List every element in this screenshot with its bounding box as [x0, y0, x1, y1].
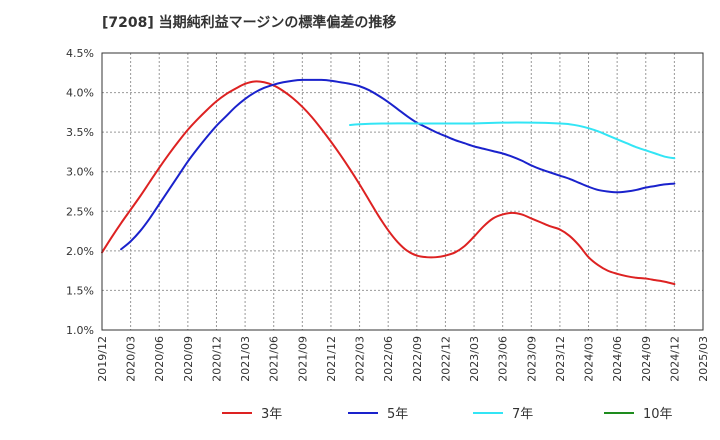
x-tick-label: 2020/06 — [153, 336, 166, 382]
x-tick-label: 2024/12 — [668, 336, 681, 382]
chart-title: [7208] 当期純利益マージンの標準偏差の推移 — [102, 15, 397, 31]
x-tick-label: 2022/06 — [382, 336, 395, 382]
x-tick-label: 2020/12 — [210, 336, 223, 382]
x-tick-label: 2023/12 — [554, 336, 567, 382]
x-tick-label: 2025/03 — [697, 336, 710, 382]
x-tick-label: 2020/03 — [125, 336, 138, 382]
x-tick-label: 2021/12 — [325, 336, 338, 382]
plot-frame — [101, 52, 704, 331]
x-tick-label: 2021/03 — [239, 336, 252, 382]
y-tick-label: 2.5% — [66, 205, 94, 218]
y-tick-label: 1.5% — [66, 284, 94, 297]
x-tick-label: 2021/06 — [268, 336, 281, 382]
legend-label-1: 5年 — [387, 407, 408, 422]
x-tick-label: 2020/09 — [182, 336, 195, 382]
x-tick-label: 2019/12 — [96, 336, 109, 382]
x-tick-label: 2022/09 — [411, 336, 424, 382]
series-line-1 — [120, 78, 676, 251]
y-tick-label: 4.0% — [66, 87, 94, 100]
x-tick-label: 2022/12 — [439, 336, 452, 382]
x-tick-label: 2023/03 — [468, 336, 481, 382]
legend: 3年 5年 7年 10年 — [222, 407, 673, 422]
legend-label-3: 10年 — [643, 407, 673, 422]
y-tick-label: 1.0% — [66, 324, 94, 337]
x-tick-label: 2024/09 — [640, 336, 653, 382]
y-axis-ticks: 1.0% 1.5% 2.0% 2.5% 3.0% 3.5% 4.0% 4.5% — [66, 47, 94, 337]
x-tick-label: 2024/06 — [611, 336, 624, 382]
series-line-2 — [349, 121, 676, 160]
x-tick-label: 2023/09 — [525, 336, 538, 382]
y-tick-label: 4.5% — [66, 47, 94, 60]
series-line-0 — [101, 80, 676, 286]
legend-label-2: 7年 — [512, 407, 533, 422]
x-tick-label: 2021/09 — [296, 336, 309, 382]
legend-label-0: 3年 — [261, 407, 282, 422]
y-tick-label: 3.0% — [66, 166, 94, 179]
x-axis-ticks: 2019/12 2020/03 2020/06 2020/09 2020/12 2021/… — [96, 336, 710, 382]
x-tick-label: 2024/03 — [583, 336, 596, 382]
x-tick-label: 2023/06 — [497, 336, 510, 382]
x-tick-label: 2022/03 — [354, 336, 367, 382]
y-tick-label: 3.5% — [66, 126, 94, 139]
series-lines — [101, 78, 676, 286]
y-tick-label: 2.0% — [66, 245, 94, 258]
